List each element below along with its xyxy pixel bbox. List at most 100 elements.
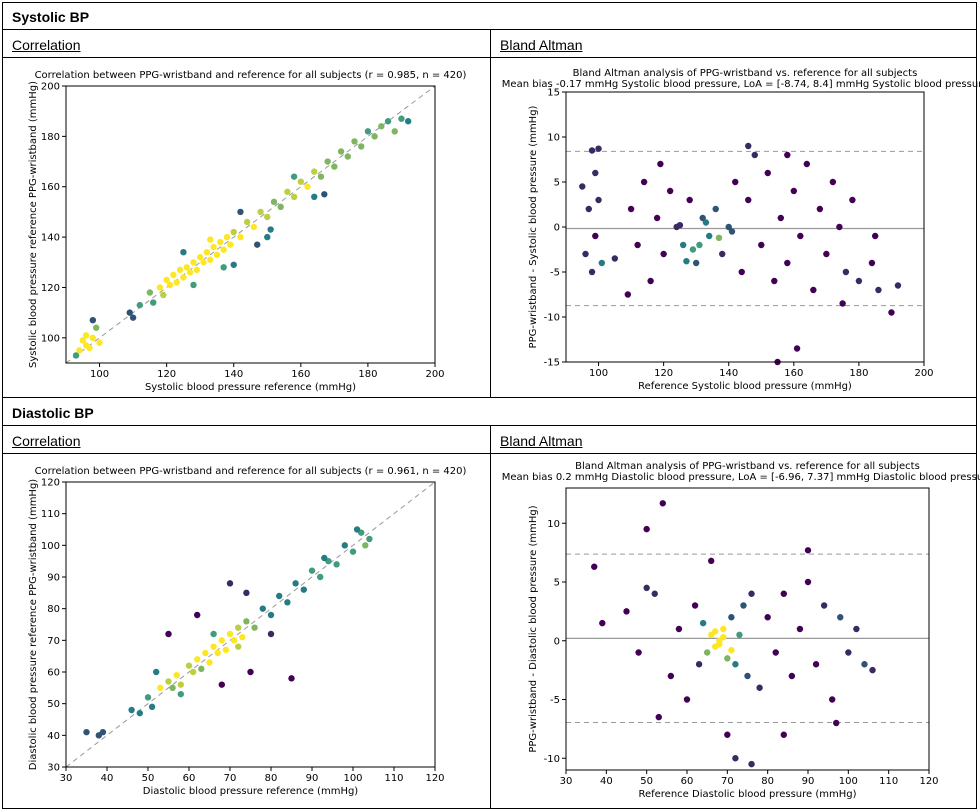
data-point xyxy=(237,208,244,216)
data-point xyxy=(371,133,378,140)
data-point xyxy=(845,649,852,656)
data-point xyxy=(311,168,318,175)
data-point xyxy=(686,196,693,204)
data-point xyxy=(237,233,244,241)
x-tick-label: 100 xyxy=(343,773,362,784)
y-tick-label: 5 xyxy=(554,578,560,589)
data-point xyxy=(784,259,791,267)
data-point xyxy=(780,590,787,597)
y-tick-label: 50 xyxy=(47,699,60,710)
x-tick-label: 120 xyxy=(157,369,176,380)
data-point xyxy=(230,228,237,236)
data-point xyxy=(210,630,217,638)
data-point xyxy=(378,123,385,130)
x-axis-label: Reference Systolic blood pressure (mmHg) xyxy=(638,381,852,392)
y-tick-label: 60 xyxy=(47,668,60,679)
data-point xyxy=(148,703,156,711)
data-point xyxy=(180,249,187,256)
data-point xyxy=(284,599,291,606)
x-tick-label: 60 xyxy=(183,773,196,784)
data-point xyxy=(699,214,706,222)
data-point xyxy=(591,563,598,570)
data-point xyxy=(703,649,711,656)
data-point xyxy=(146,289,154,296)
data-point xyxy=(185,662,193,669)
x-tick-label: 120 xyxy=(425,773,444,784)
data-point xyxy=(317,573,324,581)
data-point xyxy=(894,282,902,289)
data-point xyxy=(702,219,710,226)
x-tick-label: 100 xyxy=(90,369,109,380)
data-point xyxy=(288,675,295,682)
x-tick-label: 80 xyxy=(265,773,278,784)
data-point xyxy=(300,586,307,593)
data-point xyxy=(772,649,779,656)
data-point xyxy=(243,618,250,625)
data-point xyxy=(725,223,732,231)
data-point xyxy=(194,611,201,619)
data-point xyxy=(675,625,683,633)
x-tick-label: 70 xyxy=(224,773,237,784)
data-point xyxy=(728,614,735,621)
data-point xyxy=(189,668,197,676)
data-point xyxy=(716,641,723,648)
data-point xyxy=(200,259,207,266)
divider xyxy=(2,397,977,398)
data-point xyxy=(337,148,345,155)
data-point xyxy=(163,276,170,284)
data-point xyxy=(653,214,661,222)
y-tick-label: 100 xyxy=(41,541,60,552)
data-point xyxy=(220,246,227,253)
data-point xyxy=(226,630,234,638)
identity-line xyxy=(65,481,436,768)
y-tick-label: -5 xyxy=(550,695,560,706)
data-point xyxy=(193,266,201,274)
data-point xyxy=(157,684,164,692)
data-point xyxy=(745,196,752,204)
data-point xyxy=(599,619,606,627)
x-tick-label: 120 xyxy=(654,368,673,379)
data-point xyxy=(659,500,666,507)
data-point xyxy=(842,268,850,276)
section-title-systolic: Systolic BP xyxy=(12,9,90,25)
y-tick-label: 40 xyxy=(47,731,60,742)
data-point xyxy=(706,232,713,240)
data-point xyxy=(699,619,707,627)
data-point xyxy=(366,535,373,543)
data-point xyxy=(803,160,811,168)
divider xyxy=(2,425,977,426)
data-point xyxy=(321,554,328,562)
x-tick-label: 140 xyxy=(224,369,243,380)
y-tick-label: 120 xyxy=(41,283,60,294)
data-point xyxy=(196,254,204,261)
data-point xyxy=(784,151,791,159)
data-point xyxy=(82,332,90,339)
data-point xyxy=(341,542,348,549)
x-tick-label: 30 xyxy=(560,776,573,787)
data-point xyxy=(230,637,238,644)
data-point xyxy=(243,218,251,226)
data-point xyxy=(810,286,817,294)
data-point xyxy=(128,706,135,714)
data-point xyxy=(647,277,654,285)
data-point xyxy=(76,347,83,354)
data-point xyxy=(724,655,731,662)
chart-title: Mean bias -0.17 mmHg Systolic blood pres… xyxy=(502,79,980,90)
data-point xyxy=(724,731,731,738)
data-point xyxy=(156,284,164,291)
data-point xyxy=(243,589,250,597)
x-tick-label: 30 xyxy=(60,773,73,784)
chart-title: Correlation between PPG-wristband and re… xyxy=(35,70,467,81)
data-point xyxy=(210,243,217,251)
data-point xyxy=(384,118,392,125)
divider xyxy=(2,29,977,30)
data-point xyxy=(635,649,642,656)
data-point xyxy=(136,709,143,717)
plot-area xyxy=(65,481,436,768)
data-point xyxy=(129,314,137,321)
data-point xyxy=(126,309,133,316)
data-point xyxy=(160,291,167,299)
data-point xyxy=(748,590,755,597)
data-point xyxy=(839,300,846,307)
data-point xyxy=(218,637,225,644)
